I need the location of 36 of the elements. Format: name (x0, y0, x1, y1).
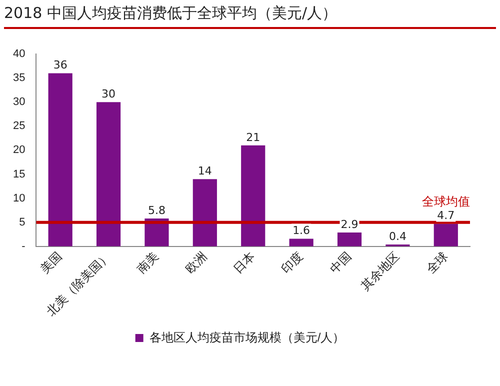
data-label: 2.9 (340, 218, 358, 231)
bar (96, 102, 121, 246)
x-tick-label: 全球 (423, 249, 450, 276)
y-tick-label: - (22, 240, 26, 252)
x-tick-label: 欧洲 (182, 249, 210, 276)
bar (337, 232, 362, 246)
legend-label: 各地区人均疫苗市场规模（美元/人） (149, 330, 345, 344)
y-tick-label: 15 (12, 168, 26, 180)
x-tick-label: 日本 (230, 249, 258, 276)
y-tick-label: 35 (12, 72, 26, 84)
data-label: 4.7 (437, 209, 455, 222)
data-label: 30 (102, 87, 116, 100)
ref-line-label: 全球均值 (422, 194, 470, 208)
y-tick-label: 30 (12, 96, 26, 108)
y-tick-label: 20 (12, 144, 26, 156)
chart-title: 2018 中国人均疫苗消费低于全球平均（美元/人） (4, 4, 496, 29)
data-label: 0.4 (388, 230, 406, 243)
data-label: 14 (198, 164, 212, 178)
data-label: 21 (246, 130, 260, 144)
y-tick-label: 25 (12, 120, 26, 132)
data-label: 1.6 (292, 224, 310, 238)
x-tick-label: 中国 (327, 249, 354, 276)
y-tick-label: 40 (12, 48, 26, 60)
bar (192, 179, 217, 246)
bar (289, 238, 314, 246)
x-tick-label: 印度 (278, 249, 306, 276)
y-tick-label: 5 (19, 216, 26, 228)
bar (48, 73, 72, 246)
x-tick-label: 南美 (134, 249, 162, 276)
bar (241, 145, 266, 246)
x-tick-label: 美国 (38, 249, 65, 276)
data-label: 36 (53, 58, 68, 72)
y-tick-label: 10 (12, 192, 26, 204)
x-tick-label: 其余地区 (358, 249, 402, 293)
bar (434, 224, 458, 246)
data-label: 5.8 (148, 204, 166, 217)
